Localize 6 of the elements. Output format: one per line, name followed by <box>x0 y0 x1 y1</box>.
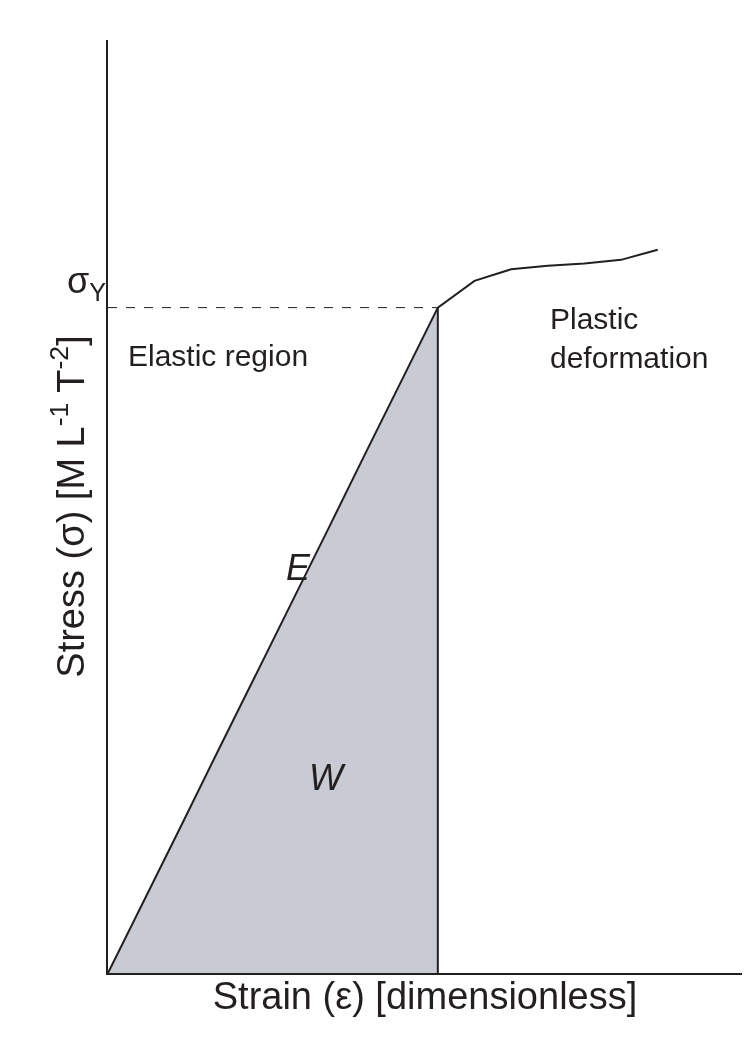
annotation: Plastic deformation <box>550 302 709 374</box>
x-axis-title: Strain (ε) [dimensionless] <box>212 974 638 1017</box>
annotation: W <box>309 757 346 798</box>
annotation: E <box>286 547 311 588</box>
ref-line-label: σ$_{Y}$ <box>67 260 107 306</box>
annotation: Elastic region <box>128 339 309 372</box>
